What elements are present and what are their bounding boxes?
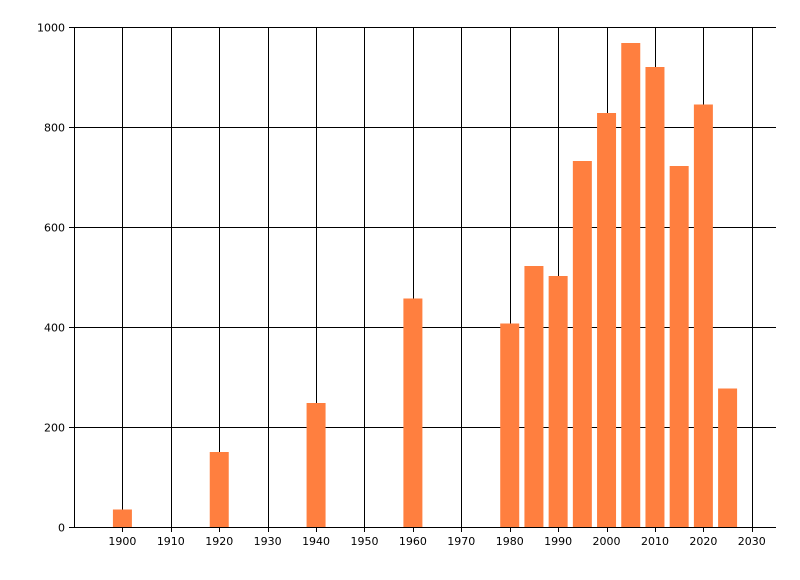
axes (69, 27, 776, 532)
x-tick-label: 2030 (738, 535, 766, 548)
bar (209, 452, 229, 527)
x-tick-label: 2020 (689, 535, 717, 548)
x-tick-label: 1970 (447, 535, 475, 548)
y-tick-label: 400 (44, 322, 65, 335)
bar (524, 266, 544, 527)
y-tick-label: 200 (44, 422, 65, 435)
bars (112, 43, 738, 527)
bar (572, 161, 592, 527)
bar (597, 113, 617, 527)
x-tick-label: 2010 (641, 535, 669, 548)
x-tick-label: 1910 (157, 535, 185, 548)
bar (718, 388, 738, 527)
x-tick-label: 1940 (302, 535, 330, 548)
x-tick-label: 1900 (108, 535, 136, 548)
x-tick-label: 1930 (254, 535, 282, 548)
bar (548, 276, 568, 527)
x-tick-label: 1950 (350, 535, 378, 548)
bar (306, 403, 326, 527)
x-tick-label: 2000 (593, 535, 621, 548)
x-tick-label: 1980 (496, 535, 524, 548)
tick-labels: 1900 1910 1920 1930 1940 1950 1960 1970 1980 1990… (37, 22, 766, 549)
bar (669, 166, 689, 527)
bar (621, 43, 641, 527)
bar (500, 323, 520, 527)
y-tick-label: 0 (58, 522, 65, 535)
bar (112, 509, 132, 527)
x-tick-label: 1990 (544, 535, 572, 548)
bar (645, 67, 665, 527)
bar (693, 104, 713, 527)
x-tick-label: 1960 (399, 535, 427, 548)
x-tick-label: 1920 (205, 535, 233, 548)
y-tick-label: 600 (44, 222, 65, 235)
y-tick-label: 1000 (37, 22, 65, 35)
y-tick-label: 800 (44, 122, 65, 135)
bar (403, 298, 423, 527)
